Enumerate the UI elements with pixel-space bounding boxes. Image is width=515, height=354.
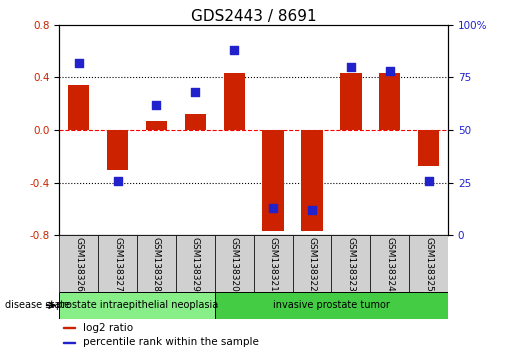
Bar: [137, 235, 176, 292]
Point: [424, 178, 433, 183]
Point: [386, 68, 394, 74]
Bar: [63, 342, 75, 343]
Bar: [224, 74, 245, 130]
Bar: [59, 292, 215, 319]
Text: GSM138327: GSM138327: [113, 237, 122, 292]
Bar: [68, 85, 90, 130]
Point: [191, 89, 199, 95]
Bar: [184, 114, 206, 130]
Bar: [370, 235, 409, 292]
Text: prostate intraepithelial neoplasia: prostate intraepithelial neoplasia: [56, 300, 218, 310]
Bar: [215, 292, 448, 319]
Bar: [293, 235, 332, 292]
Bar: [301, 130, 323, 232]
Bar: [379, 74, 401, 130]
Text: GSM138325: GSM138325: [424, 237, 433, 292]
Text: GSM138321: GSM138321: [269, 237, 278, 292]
Point: [75, 60, 83, 65]
Bar: [107, 130, 128, 170]
Bar: [98, 235, 137, 292]
Bar: [418, 130, 439, 166]
Text: GSM138324: GSM138324: [385, 237, 394, 292]
Title: GDS2443 / 8691: GDS2443 / 8691: [191, 8, 316, 24]
Text: GSM138320: GSM138320: [230, 237, 238, 292]
Bar: [262, 130, 284, 232]
Text: invasive prostate tumor: invasive prostate tumor: [273, 300, 390, 310]
Text: GSM138328: GSM138328: [152, 237, 161, 292]
Bar: [332, 235, 370, 292]
Text: GSM138326: GSM138326: [74, 237, 83, 292]
Point: [269, 205, 277, 211]
Text: GSM138329: GSM138329: [191, 237, 200, 292]
Point: [113, 178, 122, 183]
Text: GSM138323: GSM138323: [347, 237, 355, 292]
Bar: [146, 121, 167, 130]
Point: [152, 102, 161, 108]
Point: [347, 64, 355, 70]
Text: GSM138322: GSM138322: [307, 237, 316, 292]
Bar: [253, 235, 293, 292]
Bar: [340, 74, 362, 130]
Point: [230, 47, 238, 53]
Bar: [59, 235, 98, 292]
Bar: [63, 327, 75, 328]
Point: [308, 207, 316, 213]
Bar: [176, 235, 215, 292]
Bar: [215, 235, 253, 292]
Text: log2 ratio: log2 ratio: [82, 322, 133, 332]
Bar: [409, 235, 448, 292]
Text: disease state: disease state: [5, 300, 70, 310]
Text: percentile rank within the sample: percentile rank within the sample: [82, 337, 259, 348]
